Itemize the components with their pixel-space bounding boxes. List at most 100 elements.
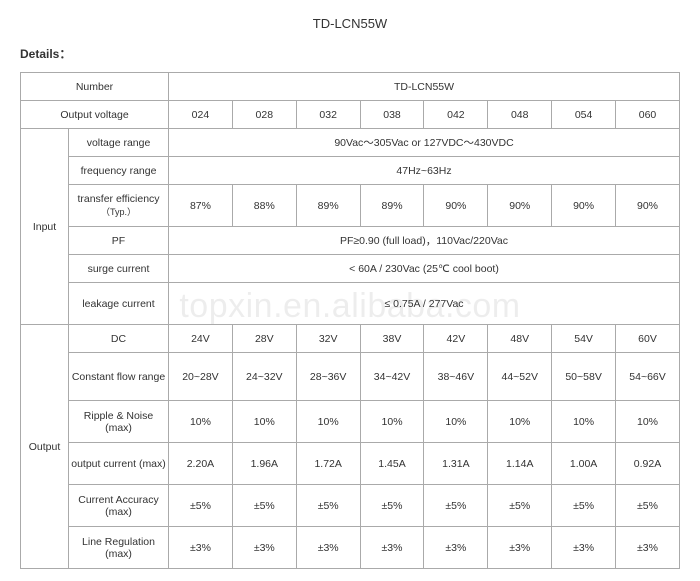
param-label: PF [69, 227, 169, 255]
param-label: Ripple & Noise (max) [69, 401, 169, 443]
cell: 90% [552, 185, 616, 227]
number-label: Number [21, 73, 169, 101]
param-label: leakage current [69, 283, 169, 325]
param-label: output current (max) [69, 443, 169, 485]
param-value: ≤ 0.75A / 277Vac [169, 283, 680, 325]
cell: ±3% [488, 527, 552, 569]
table-row: Number TD-LCN55W [21, 73, 680, 101]
code-cell: 038 [360, 101, 424, 129]
output-group-label: Output [21, 325, 69, 569]
cell: 34~42V [360, 353, 424, 401]
table-row: Constant flow range 20~28V 24~32V 28~36V… [21, 353, 680, 401]
cell: 1.72A [296, 443, 360, 485]
table-row: Output voltage 024 028 032 038 042 048 0… [21, 101, 680, 129]
cell: ±5% [232, 485, 296, 527]
cell: 60V [616, 325, 680, 353]
table-row: Output DC 24V 28V 32V 38V 42V 48V 54V 60… [21, 325, 680, 353]
cell: ±3% [424, 527, 488, 569]
cell: ±3% [552, 527, 616, 569]
cell: 0.92A [616, 443, 680, 485]
param-label: voltage range [69, 129, 169, 157]
cell: 88% [232, 185, 296, 227]
cell: 48V [488, 325, 552, 353]
code-cell: 048 [488, 101, 552, 129]
cell: 1.45A [360, 443, 424, 485]
cell: 1.00A [552, 443, 616, 485]
cell: 90% [488, 185, 552, 227]
cell: ±5% [169, 485, 233, 527]
cell: ±3% [296, 527, 360, 569]
table-row: Current Accuracy (max) ±5% ±5% ±5% ±5% ±… [21, 485, 680, 527]
cell: ±5% [488, 485, 552, 527]
cell: 10% [232, 401, 296, 443]
cell: ±5% [424, 485, 488, 527]
table-row: Ripple & Noise (max) 10% 10% 10% 10% 10%… [21, 401, 680, 443]
cell: 10% [296, 401, 360, 443]
param-label: DC [69, 325, 169, 353]
number-value: TD-LCN55W [169, 73, 680, 101]
cell: 1.96A [232, 443, 296, 485]
spec-table: Number TD-LCN55W Output voltage 024 028 … [20, 72, 680, 569]
param-label: Constant flow range [69, 353, 169, 401]
param-value: PF≥0.90 (full load)，110Vac/220Vac [169, 227, 680, 255]
table-row: frequency range 47Hz~63Hz [21, 157, 680, 185]
code-cell: 028 [232, 101, 296, 129]
table-row: leakage current ≤ 0.75A / 277Vac [21, 283, 680, 325]
cell: 54~66V [616, 353, 680, 401]
cell: 44~52V [488, 353, 552, 401]
param-label: frequency range [69, 157, 169, 185]
eff-sub: （Typ.） [71, 205, 166, 218]
cell: 28~36V [296, 353, 360, 401]
details-label: Details： [20, 45, 680, 62]
param-label: Line Regulation (max) [69, 527, 169, 569]
cell: 89% [360, 185, 424, 227]
table-row: Input voltage range 90Vac～305Vac or 127V… [21, 129, 680, 157]
code-cell: 042 [424, 101, 488, 129]
cell: 24~32V [232, 353, 296, 401]
code-cell: 032 [296, 101, 360, 129]
cell: 10% [616, 401, 680, 443]
cell: 32V [296, 325, 360, 353]
cell: 90% [424, 185, 488, 227]
code-cell: 024 [169, 101, 233, 129]
table-row: PF PF≥0.90 (full load)，110Vac/220Vac [21, 227, 680, 255]
cell: 24V [169, 325, 233, 353]
cell: 10% [169, 401, 233, 443]
eff-label: transfer efficiency [77, 193, 159, 205]
page-title: TD-LCN55W [20, 16, 680, 31]
cell: ±3% [232, 527, 296, 569]
cell: 10% [360, 401, 424, 443]
cell: 10% [424, 401, 488, 443]
cell: ±3% [169, 527, 233, 569]
cell: ±5% [360, 485, 424, 527]
cell: 38V [360, 325, 424, 353]
cell: 54V [552, 325, 616, 353]
cell: 42V [424, 325, 488, 353]
cell: 38~46V [424, 353, 488, 401]
param-value: 90Vac～305Vac or 127VDC～430VDC [169, 129, 680, 157]
code-cell: 054 [552, 101, 616, 129]
cell: 28V [232, 325, 296, 353]
param-value: 47Hz~63Hz [169, 157, 680, 185]
input-group-label: Input [21, 129, 69, 325]
cell: 50~58V [552, 353, 616, 401]
table-row: Line Regulation (max) ±3% ±3% ±3% ±3% ±3… [21, 527, 680, 569]
cell: 2.20A [169, 443, 233, 485]
cell: 10% [488, 401, 552, 443]
table-row: transfer efficiency （Typ.） 87% 88% 89% 8… [21, 185, 680, 227]
cell: ±5% [552, 485, 616, 527]
param-label: Current Accuracy (max) [69, 485, 169, 527]
param-value: < 60A / 230Vac (25℃ cool boot) [169, 255, 680, 283]
cell: 1.14A [488, 443, 552, 485]
cell: ±5% [296, 485, 360, 527]
cell: ±3% [616, 527, 680, 569]
output-voltage-label: Output voltage [21, 101, 169, 129]
param-label: transfer efficiency （Typ.） [69, 185, 169, 227]
table-row: output current (max) 2.20A 1.96A 1.72A 1… [21, 443, 680, 485]
cell: 20~28V [169, 353, 233, 401]
cell: 89% [296, 185, 360, 227]
param-label: surge current [69, 255, 169, 283]
cell: ±3% [360, 527, 424, 569]
cell: ±5% [616, 485, 680, 527]
cell: 10% [552, 401, 616, 443]
